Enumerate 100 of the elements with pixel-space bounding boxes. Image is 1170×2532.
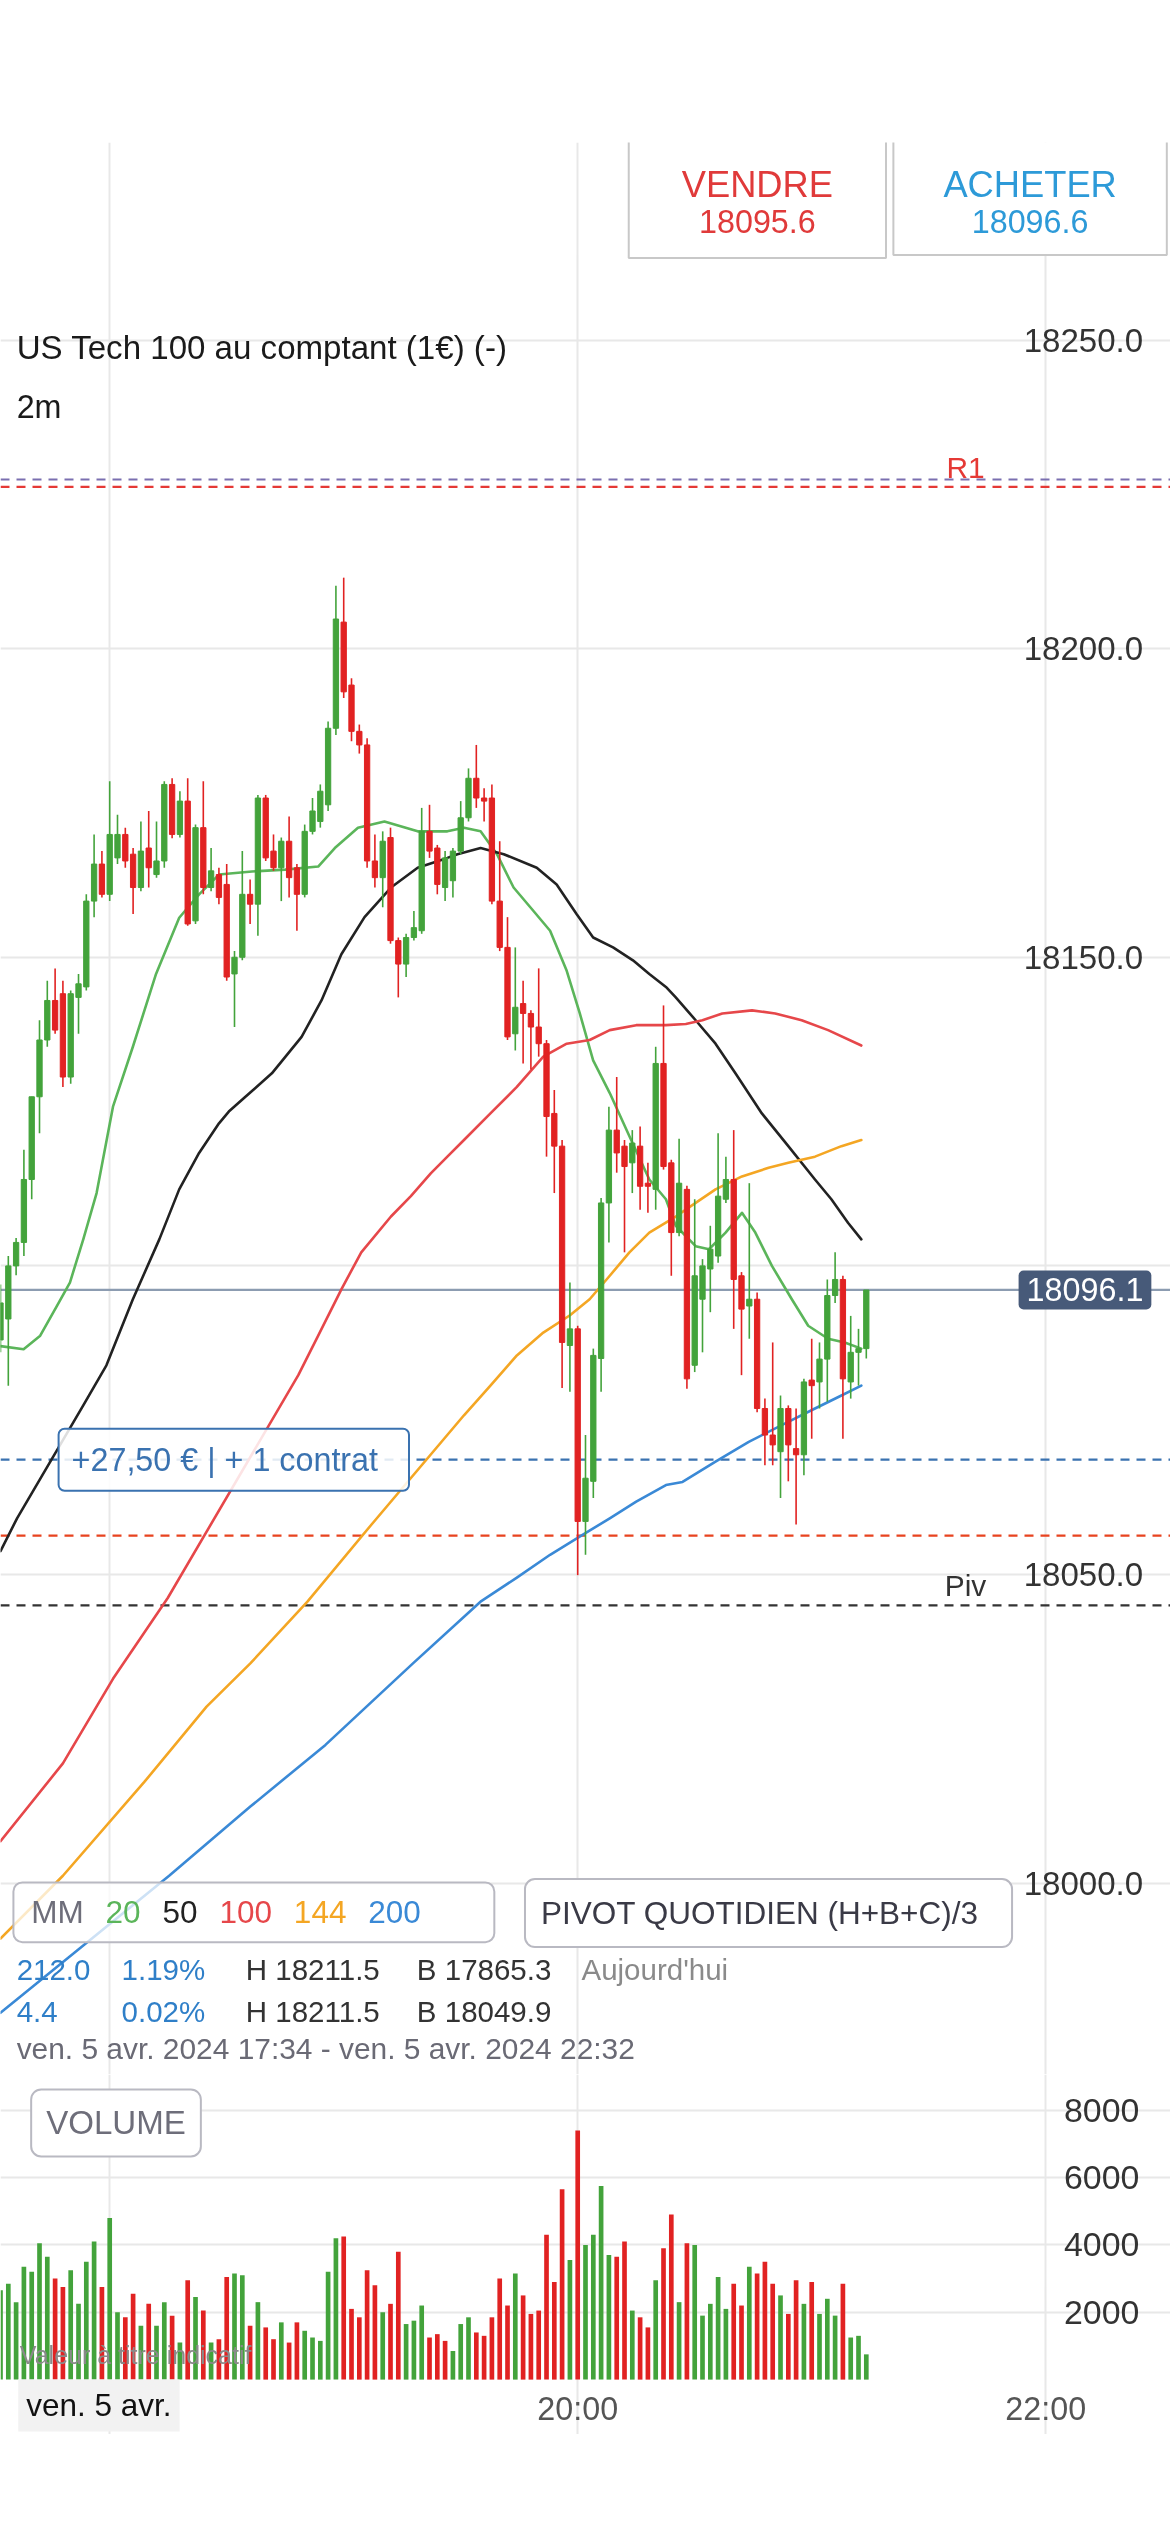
bar [505,2305,510,2380]
bar [778,2295,783,2380]
bar [473,2332,479,2380]
annotation: H 18211.5 [245,1995,380,2029]
candlestick [145,810,152,889]
bar [544,2234,549,2380]
y-tick-label: 18250.0 [1023,321,1144,359]
bar [161,2302,167,2380]
y-tick-label: 6000 [1063,2158,1140,2197]
candlestick [566,1281,574,1393]
ref-line-label: +27,50 € | + 1 contrat [71,1441,379,1478]
y-tick-label: 4000 [1063,2225,1140,2264]
bar [668,2214,674,2380]
annotation: VENDRE [681,163,834,205]
bar [271,2339,276,2380]
annotation: 18096.6 [971,204,1089,241]
bar [419,2305,425,2380]
bar [427,2337,432,2380]
candlestick [371,833,379,889]
bar [115,2312,120,2380]
line-series [0,846,863,1553]
candlestick [746,1182,753,1340]
bar [700,2315,705,2380]
y-tick-label: 18200.0 [1023,630,1144,668]
annotation: 4.4 [16,1994,58,2028]
annotation: B 17865.3 [416,1953,552,1987]
bar [824,2298,830,2380]
annotation: ven. 5 avr. 2024 17:34 - ven. 5 avr. 2024 22:32 [16,2032,635,2066]
line-series [0,1009,863,1843]
bar [512,2273,518,2380]
legend-title: MM [31,1894,84,1931]
bar [310,2337,315,2380]
bar [302,2330,308,2380]
x-tick-label: 20:00 [537,2390,619,2427]
bar [317,2340,323,2380]
annotation: VOLUME [46,2104,186,2142]
bar [629,2310,635,2380]
ref-line-label: 18096.1 [1026,1272,1144,1309]
ref-line-label: Piv [944,1569,987,1603]
bar [536,2310,542,2380]
bar [817,2313,822,2380]
bar [341,2236,347,2380]
candlestick [246,878,254,925]
text: 144 [293,1894,347,1931]
candlestick [629,1129,636,1194]
bar [551,2281,557,2380]
candlestick [644,1162,652,1214]
annotation: ACHETER [943,163,1117,205]
bar [653,2280,659,2380]
bar [770,2283,776,2380]
bar [785,2313,791,2380]
bar [590,2234,596,2380]
bar [809,2281,815,2380]
bar [863,2354,869,2380]
candlestick [207,847,215,893]
annotation: 18095.6 [699,204,816,241]
text: US Tech 100 au comptant (1€) (-) [16,328,507,366]
annotation: Aujourd'hui [581,1953,729,1987]
bar [278,2322,284,2380]
text: 50 [162,1894,198,1931]
bar [263,2327,269,2380]
bar [661,2248,666,2380]
bar [356,2317,362,2380]
bar [731,2283,737,2380]
annotation: 1.19% [121,1953,206,1987]
text: 2m [16,389,62,426]
annotation: PIVOT QUOTIDIEN (H+B+C)/3 [540,1895,978,1932]
candlestick [519,979,527,1065]
bar [458,2324,464,2380]
bar [388,2303,393,2380]
bar [395,2251,401,2380]
y-tick-label: 18050.0 [1023,1556,1144,1594]
text: 100 [219,1894,272,1931]
bar [497,2278,503,2380]
bar [349,2308,354,2380]
candlestick [722,1155,730,1204]
bar [575,2130,581,2380]
y-tick-label: 8000 [1063,2090,1140,2129]
annotation: B 18049.9 [416,1995,552,2029]
y-tick-label: 2000 [1063,2292,1140,2331]
text: ven. 5 avr. [26,2387,172,2424]
bar [856,2335,861,2380]
bar [707,2303,713,2380]
bar [739,2305,744,2380]
ref-line-label: R1 [946,450,985,484]
text: 200 [368,1894,421,1931]
bar [466,2317,471,2380]
annotation: Valeur à titre indicatif [19,2341,252,2370]
bar [434,2334,440,2380]
text: 20 [105,1894,141,1931]
bar [5,2283,11,2380]
y-tick-label: 18000.0 [1023,1864,1144,1902]
bar [848,2337,854,2380]
annotation: H 18211.5 [245,1953,380,1987]
candlestick [808,1337,815,1440]
candlestick [792,1407,800,1526]
bar [692,2244,698,2380]
x-tick-label: 22:00 [1005,2390,1087,2427]
bar [380,2312,386,2380]
bar [746,2266,752,2380]
